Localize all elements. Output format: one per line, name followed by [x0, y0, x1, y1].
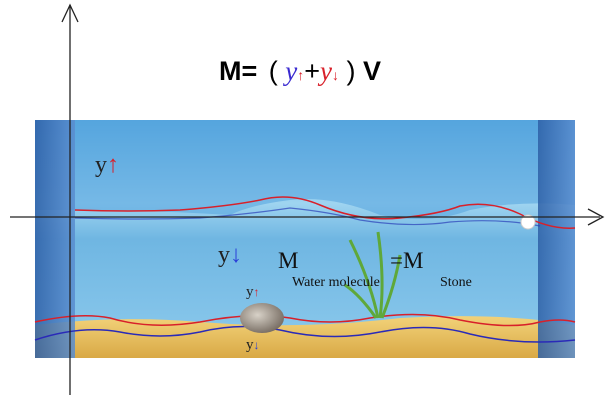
surface-down-label: y↓ — [218, 242, 242, 268]
formula-plus: + — [304, 56, 320, 86]
mass-left: M — [278, 248, 298, 273]
label-arrow: ↑ — [254, 285, 260, 299]
formula-open: ( — [269, 56, 278, 86]
formula-up-arrow: ↑ — [297, 67, 304, 83]
formula-y-up: y — [282, 56, 297, 86]
label-arrow: ↓ — [254, 338, 260, 352]
glass-right — [538, 120, 575, 358]
stone-up-label: y↑ — [246, 284, 260, 300]
stone-down-label: y↓ — [246, 337, 260, 353]
label-symbol: y — [218, 242, 230, 268]
label-symbol: y — [95, 152, 107, 178]
mass-right: =M — [390, 248, 423, 273]
formula-lhs: M= — [219, 56, 257, 86]
stone-image — [240, 303, 284, 333]
formula-close: ) — [347, 56, 356, 86]
label-arrow: ↑ — [107, 152, 119, 178]
glass-left — [35, 120, 75, 358]
formula-rhs: V — [363, 56, 381, 86]
diagram: M= ( y↑+y↓ ) V y↑ y↓ M Water molecule =M… — [0, 0, 606, 397]
surface-up-label: y↑ — [95, 152, 119, 178]
formula: M= ( y↑+y↓ ) V — [219, 56, 381, 86]
label-arrow: ↓ — [230, 242, 242, 268]
stone-label: Stone — [440, 275, 472, 290]
water-molecule-label: Water molecule — [292, 275, 380, 290]
formula-y-down: y — [317, 56, 332, 86]
formula-down-arrow: ↓ — [332, 67, 339, 83]
